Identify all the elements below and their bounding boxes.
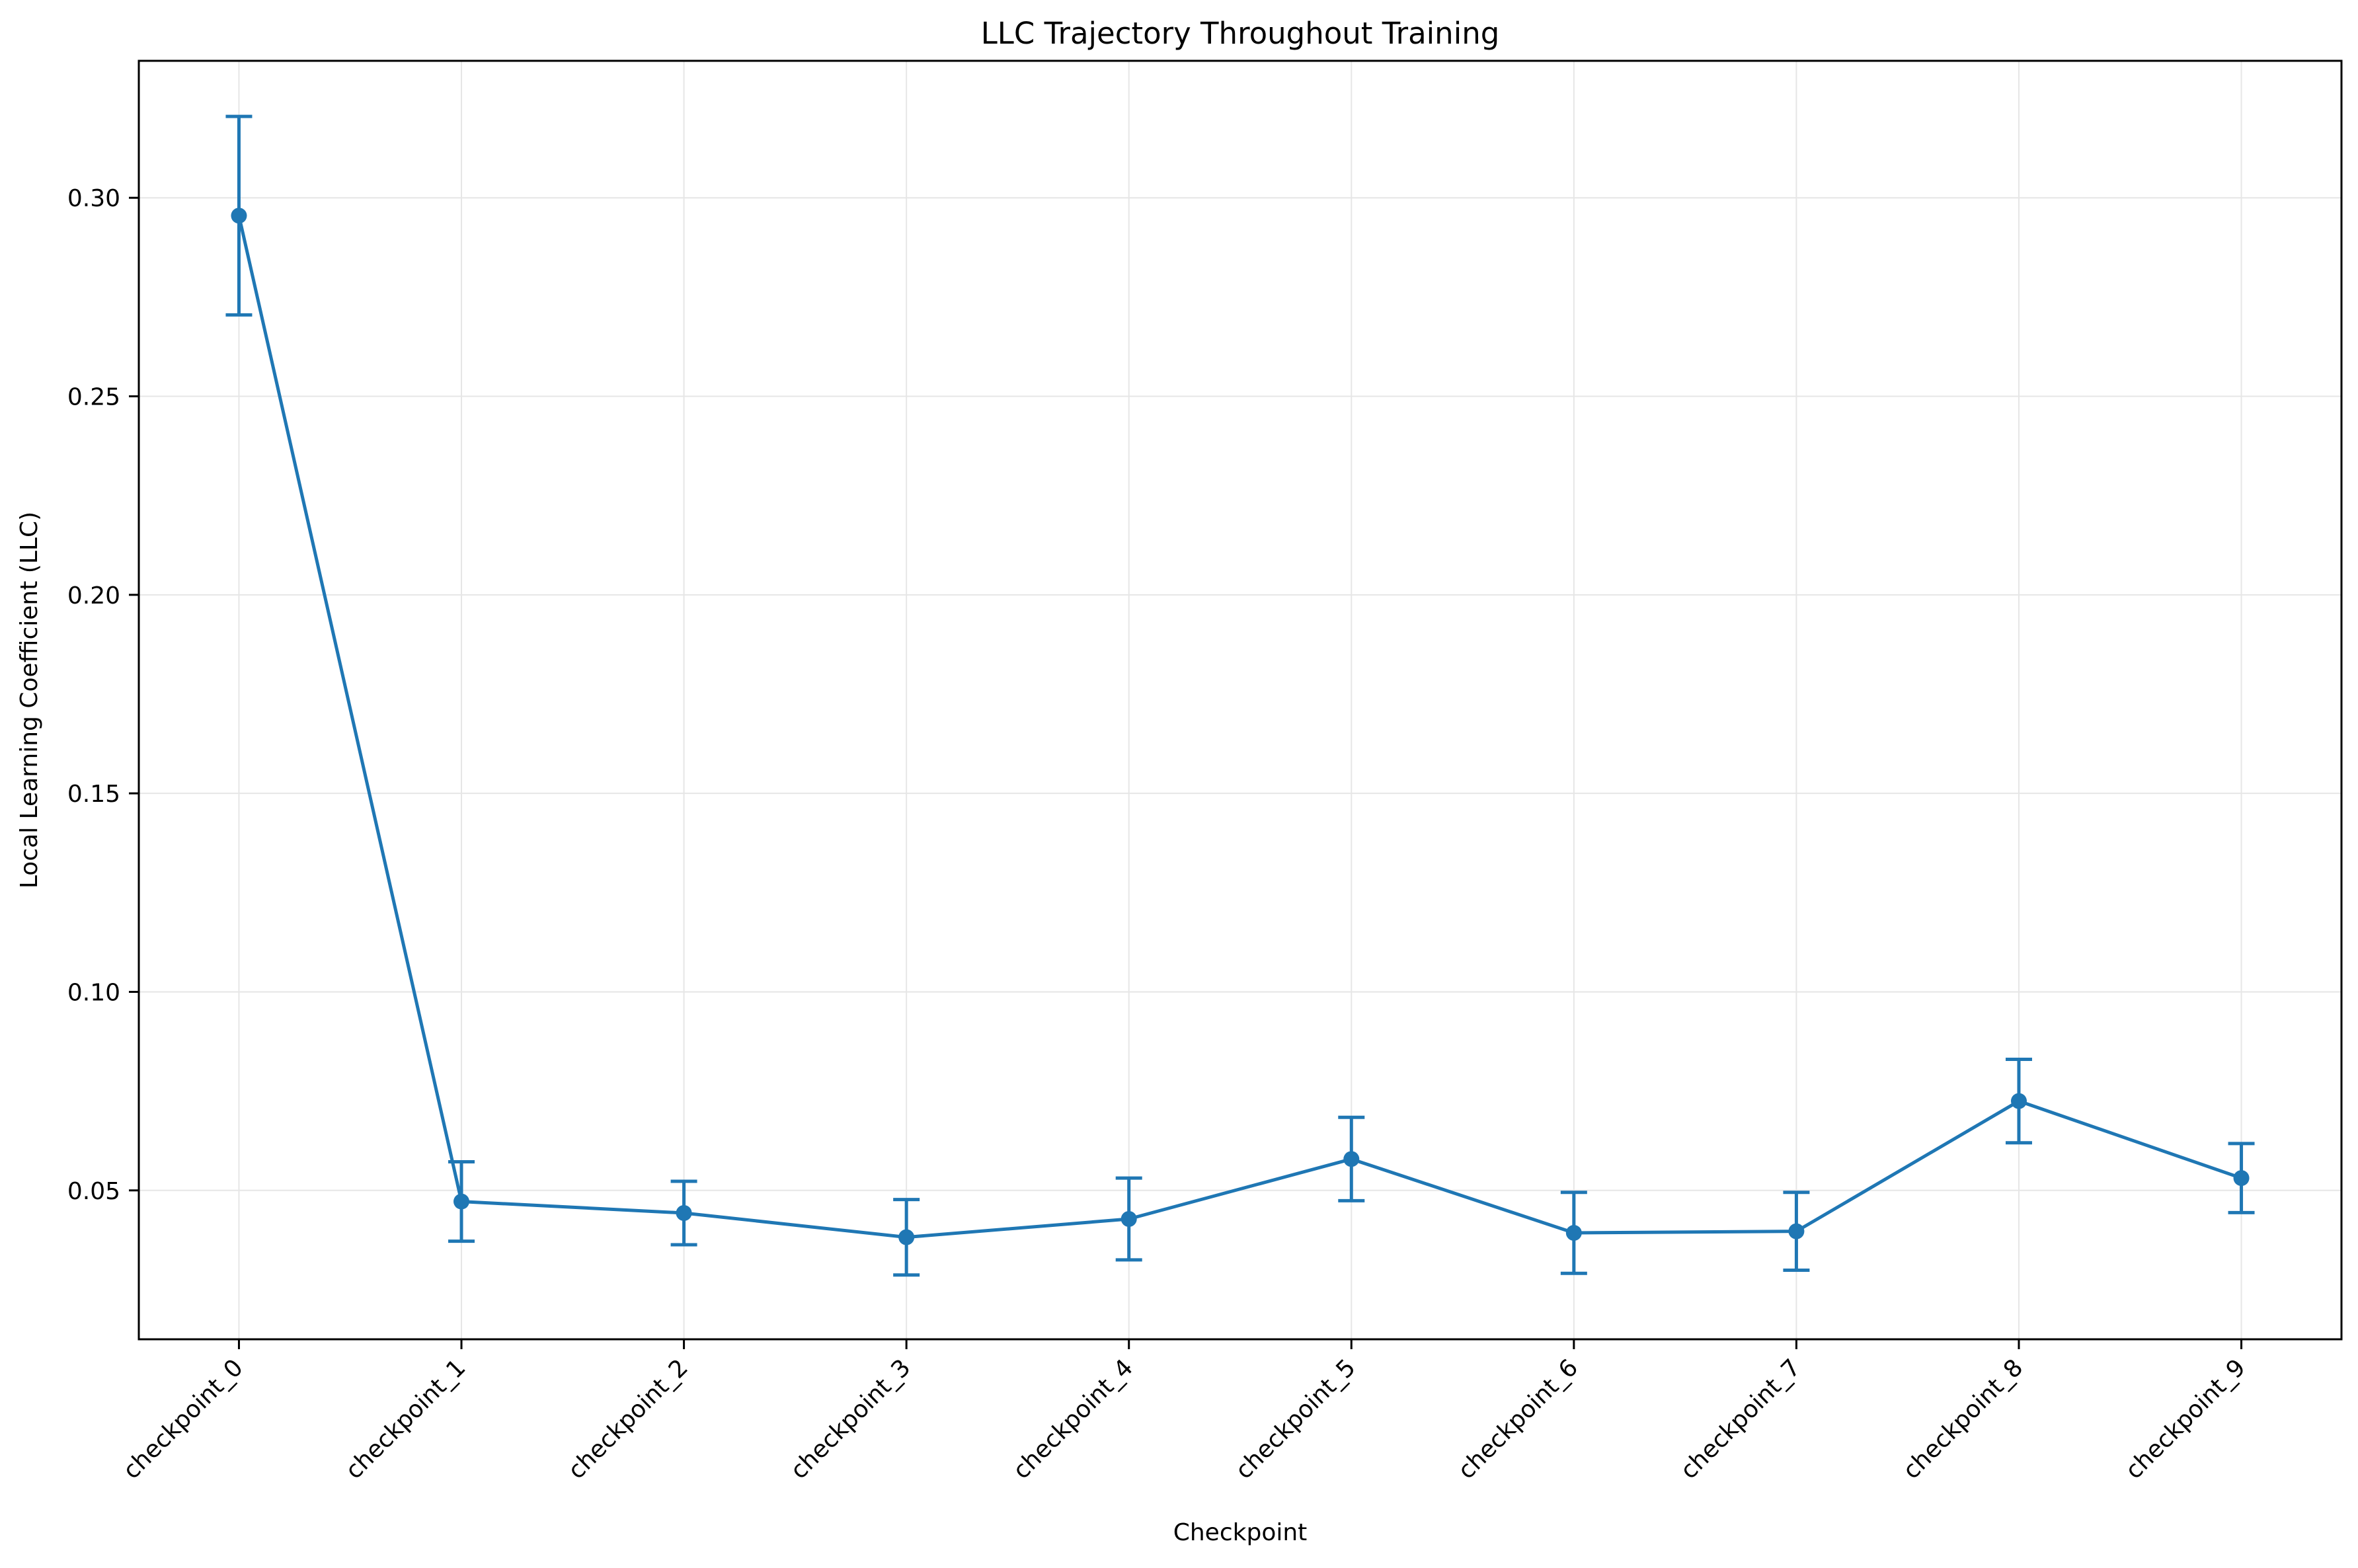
x-axis-label: Checkpoint <box>1173 1519 1308 1546</box>
y-tick-label: 0.20 <box>67 582 120 609</box>
y-tick-label: 0.05 <box>67 1178 120 1205</box>
y-tick-label: 0.10 <box>67 979 120 1006</box>
chart-title: LLC Trajectory Throughout Training <box>981 16 1500 51</box>
data-point <box>1343 1151 1360 1167</box>
data-point <box>2010 1093 2027 1109</box>
grid-lines <box>139 61 2341 1339</box>
data-point <box>898 1229 915 1245</box>
data-point <box>1788 1223 1805 1239</box>
data-point <box>1120 1211 1137 1228</box>
series-line <box>237 215 2242 1239</box>
y-tick-label: 0.30 <box>67 185 120 212</box>
y-axis-ticks: 0.05 0.10 0.15 0.20 0.25 0.30 <box>67 185 139 1205</box>
series-line-layer <box>237 215 2242 1239</box>
data-point <box>1565 1225 1582 1241</box>
data-point <box>2233 1170 2250 1187</box>
data-points <box>231 208 2250 1245</box>
y-tick-label: 0.15 <box>67 781 120 808</box>
data-point <box>231 208 247 224</box>
y-tick-label: 0.25 <box>67 384 120 411</box>
plot-area-frame <box>138 59 2343 1341</box>
y-axis-label: Local Learning Coefficient (LLC) <box>16 512 43 888</box>
data-point <box>676 1205 692 1222</box>
data-point <box>453 1193 470 1210</box>
